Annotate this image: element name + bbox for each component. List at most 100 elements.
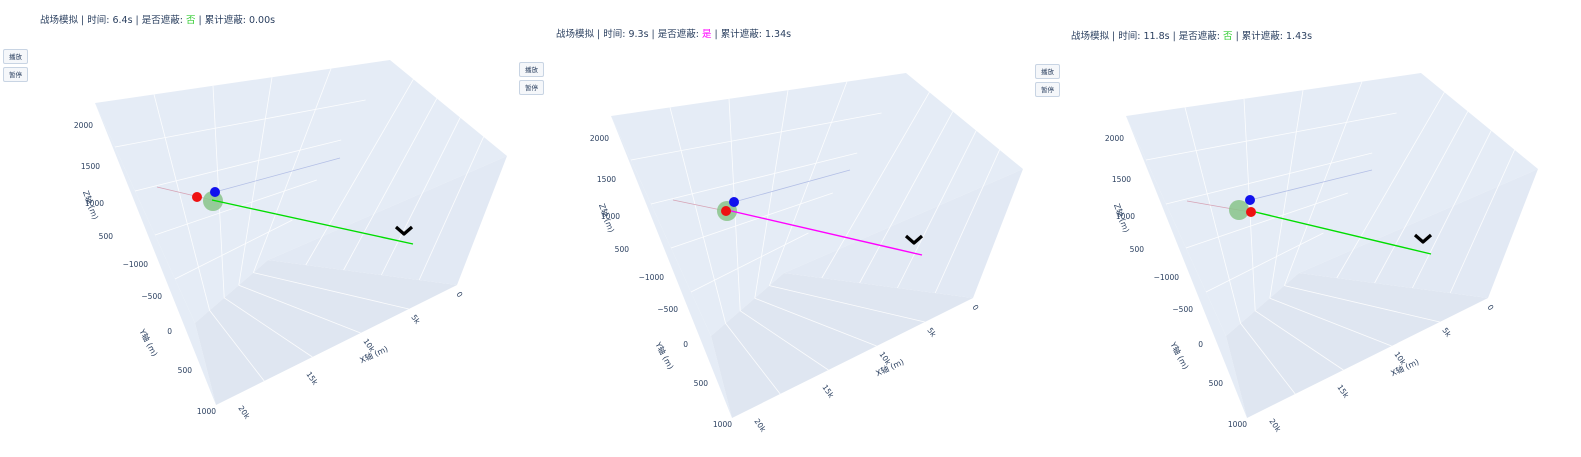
play-button[interactable]: 播放 — [3, 49, 28, 64]
z-tick-label: 1000 — [1116, 212, 1135, 221]
side-wall-pane — [95, 103, 216, 405]
red-trail — [672, 199, 727, 212]
grid-line — [1412, 130, 1492, 289]
grid-line — [1336, 91, 1445, 279]
chart-title: 战场模拟 | 时间: 11.8s | 是否遮蔽: 否 | 累计遮蔽: 1.43s — [1071, 28, 1312, 42]
blue-marker — [210, 187, 220, 197]
z-tick-label: 1500 — [1112, 175, 1131, 184]
grid-line — [1165, 152, 1373, 205]
blue-marker — [1245, 195, 1255, 205]
target-marker — [1413, 233, 1433, 244]
y-tick-label: 500 — [178, 366, 193, 375]
z-tick-label: 2000 — [590, 134, 609, 143]
z-tick-label: 500 — [615, 245, 630, 254]
y-axis-title: Y轴 (m) — [1168, 339, 1191, 371]
grid-line — [669, 107, 726, 324]
grid-line — [1284, 81, 1363, 286]
grid-line — [769, 285, 925, 323]
pause-button[interactable]: 暂停 — [1035, 82, 1060, 97]
chart-title: 战场模拟 | 时间: 6.4s | 是否遮蔽: 否 | 累计遮蔽: 0.00s — [40, 12, 275, 26]
grid-line — [1184, 107, 1241, 324]
grid-line — [343, 98, 438, 271]
play-button[interactable]: 播放 — [1035, 64, 1060, 79]
pause-button[interactable]: 暂停 — [519, 80, 544, 95]
grid-line — [1269, 90, 1304, 299]
title-prefix: 战场模拟 | 时间: 9.3s | 是否遮蔽: — [556, 29, 702, 40]
grid-line — [690, 232, 809, 293]
title-suffix: | 累计遮蔽: 0.00s — [195, 15, 276, 26]
x-tick-label: 0 — [1485, 303, 1495, 312]
grid-line — [1284, 285, 1440, 323]
y-tick-label: 1000 — [713, 420, 732, 429]
back-wall-pane — [95, 60, 507, 323]
grid-line — [650, 152, 858, 205]
x-tick-label: 15k — [820, 383, 836, 400]
x-tick-label: 5k — [1440, 326, 1453, 339]
target-marker — [904, 234, 924, 245]
z-tick-label: 1000 — [601, 212, 620, 221]
blue-trail — [733, 169, 851, 203]
title-suffix: | 累计遮蔽: 1.34s — [711, 29, 792, 40]
floor-pane — [1226, 273, 1488, 418]
grid-line — [630, 112, 882, 161]
line-of-sight — [726, 209, 923, 256]
side-wall-pane — [611, 116, 732, 418]
x-tick-label: 20k — [1267, 417, 1283, 434]
y-tick-label: −1000 — [123, 260, 149, 269]
y-tick-label: 500 — [1209, 379, 1224, 388]
grid-line — [769, 81, 848, 286]
grid-line — [859, 111, 954, 284]
grid-line — [934, 149, 1000, 294]
z-tick-label: 1500 — [81, 162, 100, 171]
grid-line — [381, 117, 461, 276]
line-of-sight — [1250, 210, 1432, 255]
z-tick-label: 1500 — [597, 175, 616, 184]
x-tick-label: 0 — [454, 290, 464, 299]
chart-panel-2: 战场模拟 | 时间: 9.3s | 是否遮蔽: 是 | 累计遮蔽: 1.34s … — [516, 0, 1043, 457]
grid-line — [1269, 297, 1392, 347]
chart-panel-1: 战场模拟 | 时间: 6.4s | 是否遮蔽: 否 | 累计遮蔽: 0.00s … — [0, 0, 527, 457]
line-of-sight — [211, 199, 414, 245]
grid-line — [1374, 111, 1469, 284]
z-tick-label: 500 — [99, 232, 114, 241]
x-tick-label: 15k — [304, 370, 320, 387]
title-suffix: | 累计遮蔽: 1.43s — [1232, 31, 1313, 42]
grid-lines — [114, 68, 484, 382]
y-tick-label: 500 — [694, 379, 709, 388]
z-tick-label: 2000 — [1105, 134, 1124, 143]
pause-button[interactable]: 暂停 — [3, 67, 28, 82]
scene-3d: 200015001000500−1000−5000500100005k10k15… — [590, 73, 1023, 434]
x-tick-label: 20k — [752, 417, 768, 434]
x-tick-label: 0 — [970, 303, 980, 312]
x-tick-label: 5k — [409, 313, 422, 326]
grid-line — [1205, 232, 1324, 293]
back-wall-pane — [1126, 73, 1538, 336]
z-tick-label: 1000 — [85, 199, 104, 208]
side-wall-pane — [1126, 116, 1247, 418]
y-tick-label: 0 — [1198, 340, 1203, 349]
z-tick-label: 2000 — [74, 121, 93, 130]
blue-marker — [729, 197, 739, 207]
red-trail — [156, 186, 213, 201]
red-marker — [192, 192, 202, 202]
play-button[interactable]: 播放 — [519, 62, 544, 77]
y-tick-label: 0 — [683, 340, 688, 349]
occluded-value: 是 — [701, 29, 712, 40]
right-wall-pane — [1299, 169, 1538, 298]
grid-lines — [630, 81, 1000, 395]
floor-pane — [711, 273, 973, 418]
grid-line — [1449, 149, 1515, 294]
y-tick-label: −1000 — [1154, 273, 1180, 282]
x-tick-label: 20k — [236, 404, 252, 421]
grid-line — [754, 90, 789, 299]
red-marker — [1246, 207, 1256, 217]
y-tick-label: −500 — [141, 292, 162, 301]
occluded-value: 否 — [1223, 31, 1233, 42]
grid-line — [754, 297, 877, 347]
grid-line — [153, 94, 210, 311]
floor-pane — [195, 260, 457, 405]
y-tick-label: −1000 — [639, 273, 665, 282]
y-axis-title: Y轴 (m) — [653, 339, 676, 371]
grid-line — [134, 139, 342, 192]
smoke-cloud — [1229, 200, 1249, 220]
